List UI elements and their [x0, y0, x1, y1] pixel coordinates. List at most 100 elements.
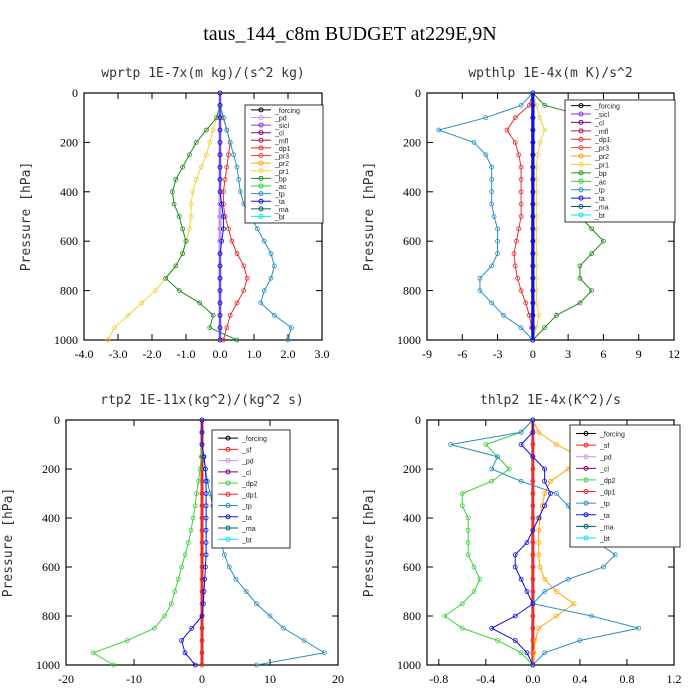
data-point — [530, 226, 536, 232]
data-point — [234, 164, 240, 170]
data-point — [536, 625, 542, 631]
data-point — [459, 601, 465, 607]
legend-marker — [583, 500, 589, 506]
legend-entry: _ac — [274, 184, 287, 191]
data-point — [214, 115, 220, 121]
data-point — [533, 263, 539, 269]
data-point — [301, 638, 307, 643]
data-point — [577, 638, 583, 643]
data-point — [530, 251, 536, 256]
x-tick-label: -3 — [493, 347, 503, 361]
data-point — [271, 263, 277, 269]
data-point — [536, 515, 542, 521]
data-point — [217, 102, 223, 108]
data-point — [217, 337, 223, 343]
data-point — [436, 127, 442, 133]
data-point — [530, 312, 536, 318]
data-point — [186, 152, 192, 158]
data-point — [530, 288, 536, 294]
y-tick-label: 600 — [403, 234, 421, 248]
legend-marker — [258, 213, 264, 219]
legend-marker — [258, 137, 264, 143]
data-point — [180, 226, 186, 232]
panel-title: thlp2 1E-4x(K^2)/s — [480, 393, 621, 408]
legend-entry: _dp1 — [241, 492, 258, 499]
data-point — [199, 613, 205, 619]
data-point — [531, 650, 537, 656]
data-point — [530, 115, 536, 121]
data-point — [577, 300, 583, 306]
y-axis-label: Pressure [hPa] — [362, 488, 377, 598]
data-point — [518, 201, 524, 207]
data-point — [518, 164, 524, 170]
data-point — [288, 325, 294, 331]
data-point — [530, 429, 536, 435]
data-point — [199, 564, 205, 570]
data-point — [254, 226, 260, 232]
data-point — [217, 177, 223, 182]
legend-entry: _pr3 — [274, 154, 289, 161]
data-point — [518, 189, 524, 195]
data-point — [199, 601, 205, 607]
legend-entry: _dp2 — [599, 478, 616, 485]
legend-marker — [258, 122, 264, 128]
legend-entry: _ta — [599, 513, 610, 520]
data-point — [530, 238, 536, 244]
data-point — [536, 527, 542, 533]
legend-entry: _ta — [241, 515, 252, 522]
data-point — [253, 601, 259, 607]
data-point — [477, 275, 483, 281]
data-point — [261, 238, 267, 244]
data-point — [201, 454, 207, 460]
data-point — [203, 152, 209, 158]
data-point — [601, 564, 606, 570]
data-point — [533, 288, 539, 294]
series-line — [92, 420, 203, 666]
data-point — [530, 589, 536, 594]
data-point — [489, 466, 495, 472]
x-tick-label: 3.0 — [315, 347, 330, 361]
data-point — [217, 275, 223, 281]
data-point — [518, 576, 524, 582]
data-point — [199, 442, 205, 447]
data-point — [241, 288, 247, 294]
legend-marker — [258, 145, 264, 151]
data-point — [217, 226, 223, 232]
legend-entry: _pr3 — [594, 146, 609, 153]
data-point — [530, 201, 536, 207]
legend-marker — [578, 178, 584, 184]
data-point — [533, 177, 539, 182]
data-point — [542, 650, 548, 656]
y-tick-label: 400 — [60, 185, 78, 199]
series-line — [219, 93, 224, 340]
data-point — [530, 454, 536, 460]
data-point — [489, 300, 495, 306]
data-point — [202, 564, 208, 570]
data-point — [495, 454, 500, 460]
x-tick-label: 1.2 — [667, 672, 682, 686]
legend-entry: _pd — [241, 459, 254, 466]
data-point — [217, 214, 223, 219]
data-point — [477, 288, 483, 294]
legend-marker — [578, 111, 584, 117]
data-point — [210, 312, 216, 318]
data-point — [172, 589, 178, 594]
data-point — [199, 638, 205, 643]
legend-entry: _tp — [241, 504, 252, 511]
data-point — [530, 139, 536, 145]
legend-marker — [225, 491, 231, 497]
data-point — [207, 139, 213, 145]
data-point — [612, 552, 618, 558]
data-point — [530, 466, 536, 472]
data-point — [589, 226, 595, 232]
legend-marker — [258, 206, 264, 212]
data-point — [526, 102, 532, 108]
x-tick-label: 2.0 — [281, 347, 296, 361]
data-point — [186, 226, 192, 232]
data-point — [281, 625, 287, 631]
legend-entry: _sf — [241, 447, 251, 454]
legend-entry: _cl — [274, 131, 284, 138]
data-point — [483, 152, 489, 158]
legend-marker — [578, 170, 584, 176]
data-point — [217, 90, 223, 96]
